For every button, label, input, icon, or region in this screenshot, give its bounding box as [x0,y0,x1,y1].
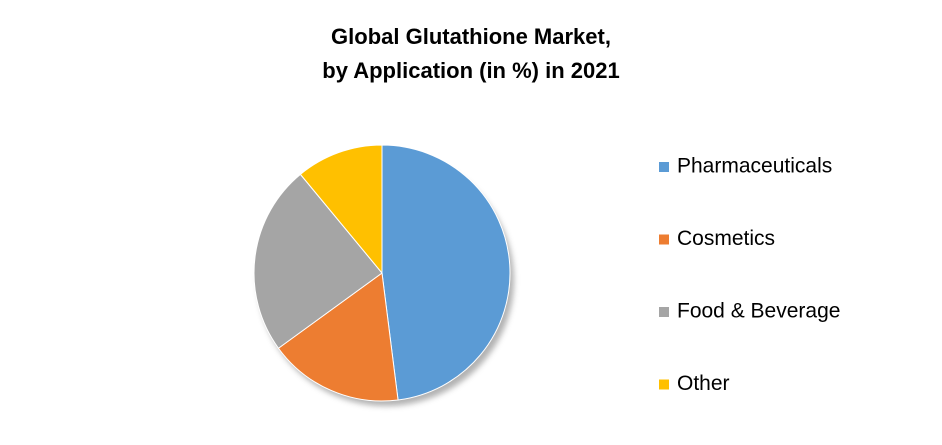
legend-swatch [659,162,669,172]
legend-label: Food & Beverage [677,300,840,323]
pie-slice [277,272,399,402]
pie-slice [381,144,511,401]
chart-title: by Application (in %) in 2021 [322,58,619,83]
legend-swatch [659,234,669,245]
legend-label: Cosmetics [677,227,775,250]
legend-label: Pharmaceuticals [677,155,832,178]
legend-swatch [659,379,669,390]
chart-title: Global Glutathione Market, [331,24,611,49]
pie-slice [299,144,383,275]
pie-slice [253,173,383,349]
legend-swatch [659,307,669,317]
legend-label: Other [677,372,730,395]
